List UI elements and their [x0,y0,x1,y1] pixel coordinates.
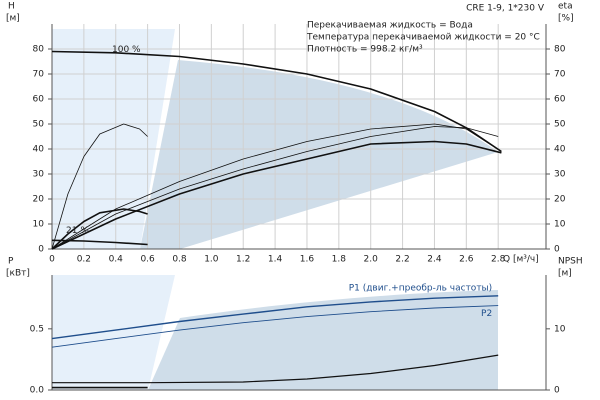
series-line [51,50,502,153]
x-tick-label: 1.4 [268,255,283,265]
y-label: P [8,257,14,267]
y-tick-label: 0.5 [30,324,44,334]
y-unit: [м] [6,14,20,24]
series-line [51,126,499,250]
y-tick-label: 70 [33,70,45,80]
x-tick-label: 1.0 [204,255,219,265]
note: Температура перекачиваемой жидкости = 20… [306,33,540,43]
x-tick-label: 2.0 [364,255,379,265]
y-tick-label: 40 [33,145,45,155]
operating-area [140,60,498,249]
y2-label: eta [558,2,573,12]
y-tick-label: 10 [33,220,45,230]
series-line [51,305,499,348]
y2-tick-label: 20 [554,195,566,205]
y-tick-label: 20 [33,195,45,205]
x-tick-label: 0.8 [172,255,187,265]
y-tick-label: 80 [33,45,45,55]
series-line [51,295,499,340]
series-label: P2 [481,309,492,319]
y2-tick-label: 80 [554,45,566,55]
x-tick-label: 0.4 [109,255,124,265]
y-tick-label: 50 [33,120,45,130]
operating-area-light [52,29,175,249]
x-tick-label: 0 [49,255,55,265]
y2-tick-label: 40 [554,145,566,155]
chart-title: CRE 1-9, 1*230 V [466,4,545,14]
y-tick-label: 0 [38,245,44,255]
x-label: Q [м³/ч] [503,255,539,265]
series-line [51,123,148,250]
x-tick-label: 0.2 [77,255,91,265]
y-tick-label: 30 [33,170,45,180]
x-tick-label: 1.6 [300,255,315,265]
x-tick-label: 2.4 [427,255,442,265]
x-tick-label: 2.8 [491,255,506,265]
y2-tick-label: 0 [554,245,560,255]
x-tick-label: 2.2 [395,255,409,265]
x-tick-label: 2.6 [459,255,474,265]
y2-tick-label: 0 [554,386,560,396]
y2-tick-label: 10 [554,324,566,334]
curve-annotation: 100 % [112,45,141,55]
y2-unit: [м] [558,269,572,279]
curve-annotation: 21 % [66,226,89,236]
series-label: P1 (двиг.+преобр-ль частоты) [349,283,493,293]
x-tick-label: 0.6 [140,255,155,265]
note: Перекачиваемая жидкость = Вода [307,21,473,31]
y2-tick-label: 50 [554,120,566,130]
y-tick-label: 0.0 [30,386,45,396]
y2-tick-label: 10 [554,220,566,230]
y-tick-label: 60 [33,95,45,105]
x-tick-label: 1.8 [332,255,347,265]
series-line [52,354,499,384]
x-tick-label: 1.2 [236,255,250,265]
note: Плотность = 998.2 кг/м³ [307,45,423,55]
y2-tick-label: 30 [554,170,566,180]
y2-label: NPSH [558,257,583,267]
y-label: H [8,2,15,12]
series-line [51,208,148,250]
y2-tick-label: 70 [554,70,566,80]
y-unit: [кВт] [6,269,30,279]
y2-unit: [%] [558,14,574,24]
y2-tick-label: 60 [554,95,566,105]
operating-area-light-bottom [52,275,175,390]
